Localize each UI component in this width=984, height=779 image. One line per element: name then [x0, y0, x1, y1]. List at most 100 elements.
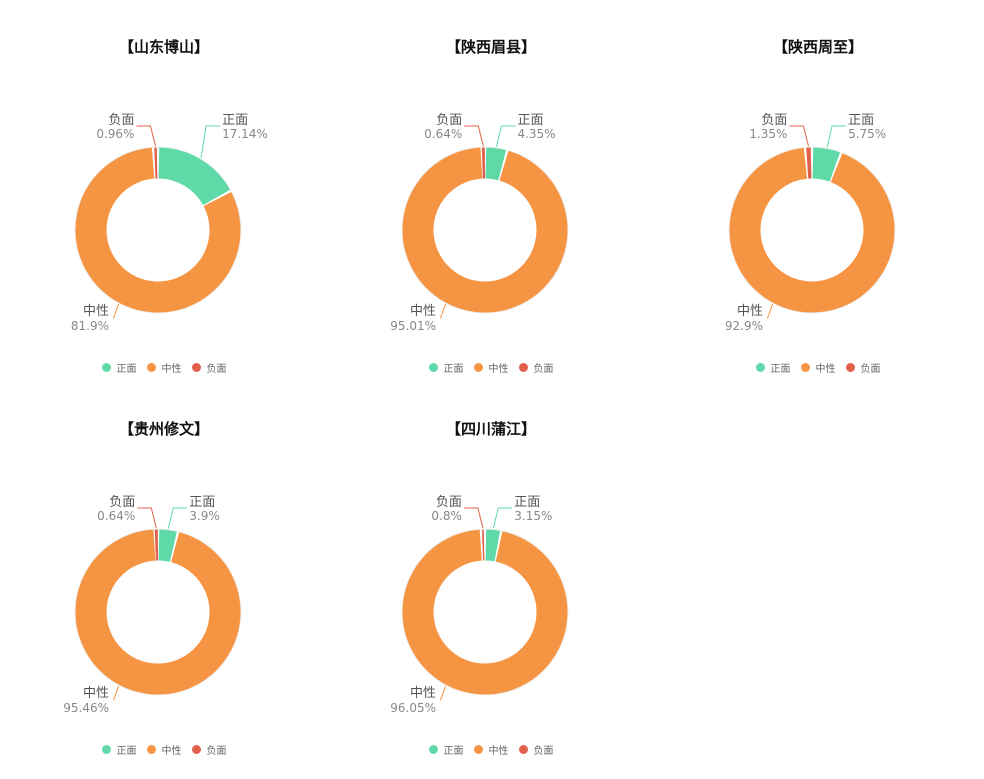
donut-slice-positive[interactable]	[158, 529, 177, 562]
slice-value-positive: 3.15%	[514, 509, 552, 523]
legend-dot-neutral	[800, 363, 810, 372]
legend-label-negative: 负面	[206, 364, 227, 375]
legend-label-neutral: 中性	[161, 746, 182, 757]
donut-slice-negative[interactable]	[482, 529, 485, 561]
leader-line-positive	[826, 125, 847, 148]
legend-label-positive: 正面	[443, 746, 464, 757]
donut-guide-ring	[728, 146, 896, 314]
leader-line-neutral	[440, 685, 447, 701]
legend-item-negative[interactable]: 负面	[191, 742, 227, 757]
donut-guide-ring	[401, 146, 569, 314]
donut-slice-negative[interactable]	[154, 529, 159, 561]
legend-item-positive[interactable]: 正面	[428, 360, 464, 375]
chart-title: 【贵州修文】	[118, 420, 209, 438]
donut-slice-negative[interactable]	[806, 147, 812, 179]
legend[interactable]: 正面 中性 负面	[0, 742, 328, 757]
legend-label-positive: 正面	[770, 364, 791, 375]
leader-line-neutral	[113, 303, 120, 319]
slice-value-positive: 17.14%	[222, 127, 268, 141]
donut-guide-ring	[74, 146, 242, 314]
legend[interactable]: 正面 中性 负面	[327, 742, 655, 757]
slice-label-neutral: 中性	[410, 686, 436, 701]
legend-dot-neutral	[146, 363, 156, 372]
slice-value-positive: 4.35%	[517, 127, 555, 141]
legend-dot-negative	[191, 745, 201, 754]
chart-panel-1: 【陕西眉县】 正面 4.35% 中性 95.01% 负面 0.64% 正面 中性 负面	[327, 0, 655, 382]
chart-panel-0: 【山东博山】 正面 17.14% 中性 81.9% 负面 0.96% 正面 中性 负面	[0, 0, 328, 382]
legend-item-negative[interactable]: 负面	[518, 360, 554, 375]
slice-value-neutral: 81.9%	[71, 319, 109, 333]
legend-dot-positive	[755, 363, 765, 372]
legend-label-negative: 负面	[533, 364, 554, 375]
legend-item-negative[interactable]: 负面	[845, 360, 881, 375]
slice-label-positive: 正面	[848, 113, 874, 128]
donut-slice-negative[interactable]	[481, 147, 486, 179]
legend-item-neutral[interactable]: 中性	[146, 360, 182, 375]
legend-item-positive[interactable]: 正面	[101, 742, 137, 757]
slice-label-negative: 负面	[436, 113, 462, 128]
chart-panel-2: 【陕西周至】 正面 5.75% 中性 92.9% 负面 1.35% 正面 中性 负面	[654, 0, 982, 382]
leader-line-neutral	[767, 303, 774, 319]
chart-title: 【陕西周至】	[772, 38, 863, 56]
donut-slice-neutral[interactable]	[402, 529, 568, 695]
leader-line-negative	[136, 125, 156, 147]
slice-label-neutral: 中性	[737, 304, 763, 319]
slice-label-negative: 负面	[436, 495, 462, 510]
legend-item-neutral[interactable]: 中性	[146, 742, 182, 757]
leader-line-negative	[137, 507, 157, 529]
legend-item-positive[interactable]: 正面	[755, 360, 791, 375]
slice-label-negative: 负面	[761, 113, 787, 128]
slice-label-neutral: 中性	[83, 686, 109, 701]
slice-value-negative: 0.96%	[96, 127, 134, 141]
legend[interactable]: 正面 中性 负面	[327, 360, 655, 375]
leader-line-positive	[492, 507, 513, 529]
slice-label-neutral: 中性	[83, 304, 109, 319]
slice-label-positive: 正面	[189, 495, 215, 510]
legend-label-positive: 正面	[443, 364, 464, 375]
legend-dot-positive	[101, 745, 111, 754]
legend[interactable]: 正面 中性 负面	[654, 360, 982, 375]
legend-item-neutral[interactable]: 中性	[800, 360, 836, 375]
donut-slice-neutral[interactable]	[75, 147, 241, 313]
donut-slice-neutral[interactable]	[729, 147, 895, 313]
legend-dot-neutral	[146, 745, 156, 754]
leader-line-neutral	[113, 685, 120, 701]
slice-label-positive: 正面	[517, 113, 543, 128]
leader-line-negative	[463, 507, 484, 529]
chart-title: 【山东博山】	[118, 38, 209, 56]
slice-value-negative: 0.64%	[97, 509, 135, 523]
legend-item-negative[interactable]: 负面	[191, 360, 227, 375]
slice-value-neutral: 95.46%	[63, 701, 109, 715]
slice-label-negative: 负面	[108, 113, 134, 128]
donut-slice-positive[interactable]	[812, 147, 840, 182]
legend-item-neutral[interactable]: 中性	[473, 360, 509, 375]
legend-label-negative: 负面	[533, 746, 554, 757]
legend[interactable]: 正面 中性 负面	[0, 360, 328, 375]
legend-item-positive[interactable]: 正面	[101, 360, 137, 375]
donut-slice-positive[interactable]	[158, 147, 230, 205]
legend-item-positive[interactable]: 正面	[428, 742, 464, 757]
slice-value-positive: 3.9%	[189, 509, 220, 523]
legend-item-neutral[interactable]: 中性	[473, 742, 509, 757]
legend-item-negative[interactable]: 负面	[518, 742, 554, 757]
legend-dot-negative	[191, 363, 201, 372]
leader-line-positive	[167, 507, 188, 529]
slice-value-positive: 5.75%	[848, 127, 886, 141]
slice-label-negative: 负面	[109, 495, 135, 510]
legend-dot-negative	[518, 363, 528, 372]
slice-value-neutral: 95.01%	[390, 319, 436, 333]
donut-slice-negative[interactable]	[154, 147, 158, 179]
legend-dot-neutral	[473, 745, 483, 754]
donut-slice-positive[interactable]	[485, 147, 506, 181]
donut-slice-positive[interactable]	[485, 529, 500, 562]
slice-label-neutral: 中性	[410, 304, 436, 319]
donut-slice-neutral[interactable]	[75, 529, 241, 695]
donut-slice-neutral[interactable]	[402, 147, 568, 313]
chart-panel-4: 【四川蒲江】 正面 3.15% 中性 96.05% 负面 0.8% 正面 中性 负面	[327, 382, 655, 764]
leader-line-positive	[200, 125, 221, 158]
leader-line-negative	[464, 125, 484, 147]
